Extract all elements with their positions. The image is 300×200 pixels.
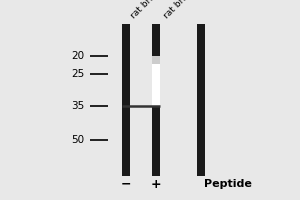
Text: 25: 25 (71, 69, 84, 79)
Bar (152, 24, 160, 176)
Bar (152, 56, 160, 106)
Text: rat brain: rat brain (129, 0, 163, 20)
Bar (122, 24, 130, 176)
Text: rat brain: rat brain (162, 0, 196, 20)
Text: 50: 50 (71, 135, 84, 145)
Text: 20: 20 (71, 51, 84, 61)
Text: +: + (151, 178, 161, 190)
Text: 35: 35 (71, 101, 84, 111)
Text: −: − (121, 178, 131, 190)
Bar (197, 24, 205, 176)
Text: Peptide: Peptide (204, 179, 252, 189)
Bar (152, 56, 160, 64)
